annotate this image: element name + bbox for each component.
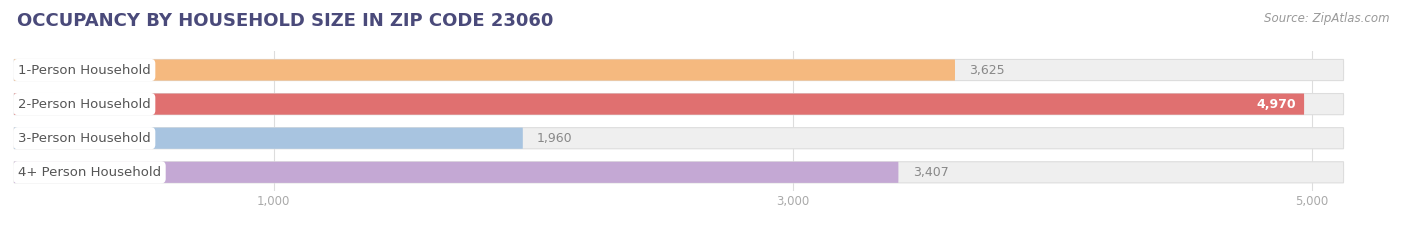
Text: 2-Person Household: 2-Person Household [18, 98, 150, 111]
Text: 3,625: 3,625 [969, 64, 1005, 76]
Text: 3,407: 3,407 [912, 166, 949, 179]
FancyBboxPatch shape [14, 128, 1344, 149]
FancyBboxPatch shape [14, 59, 1344, 81]
Text: Source: ZipAtlas.com: Source: ZipAtlas.com [1264, 12, 1389, 25]
FancyBboxPatch shape [14, 162, 898, 183]
FancyBboxPatch shape [14, 162, 1344, 183]
FancyBboxPatch shape [14, 59, 955, 81]
Text: 4,970: 4,970 [1257, 98, 1296, 111]
Text: 3-Person Household: 3-Person Household [18, 132, 150, 145]
FancyBboxPatch shape [14, 128, 523, 149]
FancyBboxPatch shape [14, 93, 1344, 115]
Text: 4+ Person Household: 4+ Person Household [18, 166, 162, 179]
Text: OCCUPANCY BY HOUSEHOLD SIZE IN ZIP CODE 23060: OCCUPANCY BY HOUSEHOLD SIZE IN ZIP CODE … [17, 12, 553, 30]
FancyBboxPatch shape [14, 93, 1305, 115]
Text: 1,960: 1,960 [537, 132, 572, 145]
Text: 1-Person Household: 1-Person Household [18, 64, 150, 76]
